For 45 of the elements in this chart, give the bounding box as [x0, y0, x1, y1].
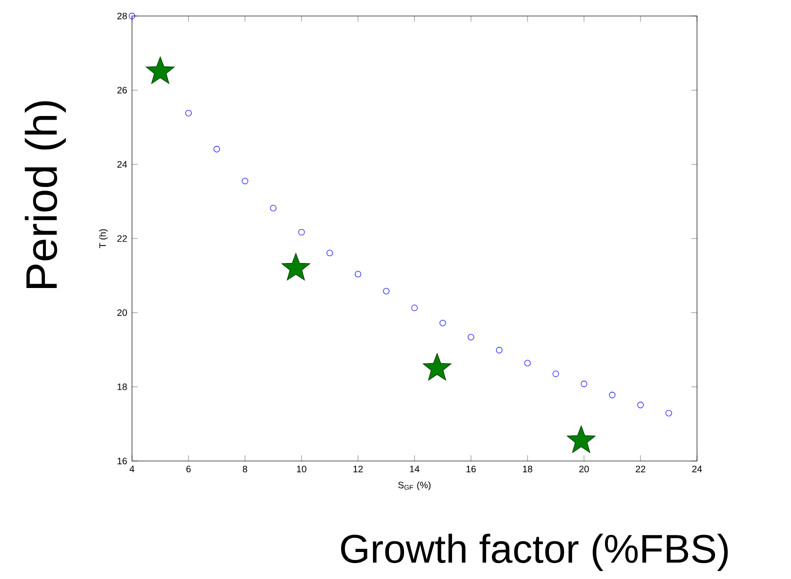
point [185, 110, 192, 116]
x-tick-label: 24 [692, 466, 702, 472]
x-tick-label: 4 [130, 466, 134, 472]
y-tick-label: 16 [118, 458, 127, 464]
x-tick-label: 12 [354, 466, 363, 472]
point [496, 346, 502, 354]
point [552, 370, 559, 378]
point [637, 402, 644, 408]
x-tick-label: 22 [636, 466, 646, 472]
point [214, 146, 220, 152]
x-tick-label: 14 [410, 466, 420, 472]
x-tick-label: 6 [186, 466, 191, 472]
point [440, 320, 446, 326]
y-tick-label: 22 [117, 235, 127, 242]
point [524, 360, 531, 366]
y-tick-label: 20 [117, 309, 127, 316]
point [128, 12, 136, 20]
x-tick-label: 20 [579, 466, 589, 472]
x-tick-label: 10 [297, 466, 306, 472]
point [354, 270, 362, 278]
text: Period (h) [24, 101, 66, 288]
x-axis-title: S$_{GF}$ (%) [398, 481, 431, 490]
point [298, 228, 305, 236]
text: Growth factor (%FBS) [341, 534, 728, 571]
point [666, 410, 672, 416]
point [270, 204, 276, 212]
point [146, 56, 175, 84]
point [609, 392, 616, 398]
point [422, 353, 452, 380]
point [468, 334, 474, 340]
point [282, 253, 310, 280]
point [242, 178, 248, 184]
point [326, 250, 333, 256]
point [411, 304, 418, 312]
y-tick-label: 26 [117, 86, 127, 94]
y-tick-label: 18 [118, 384, 127, 390]
y-tick-label: 28 [117, 12, 127, 20]
point [383, 288, 390, 294]
y-axis-title: T (h) [99, 229, 108, 248]
x-tick-label: 16 [466, 466, 476, 472]
x-tick-label: 8 [242, 466, 248, 472]
point [566, 426, 596, 453]
point [580, 380, 588, 388]
y-tick-label: 24 [117, 161, 128, 168]
x-tick-label: 18 [523, 466, 532, 472]
